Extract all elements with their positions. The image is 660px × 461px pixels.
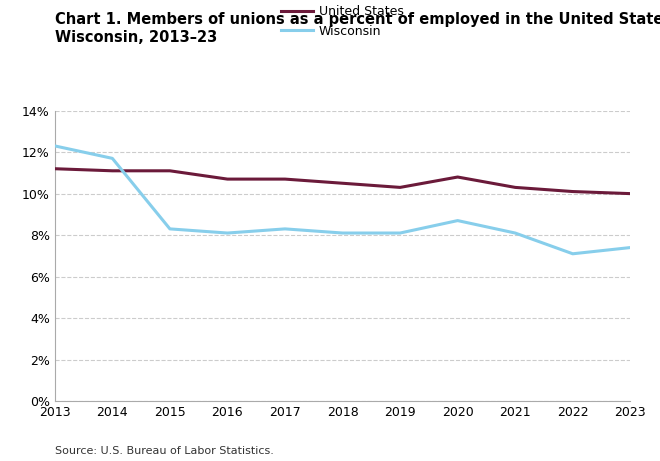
United States bbox=[166, 168, 174, 173]
Wisconsin bbox=[224, 230, 232, 236]
United States bbox=[569, 189, 577, 195]
Wisconsin bbox=[166, 226, 174, 231]
Wisconsin bbox=[453, 218, 461, 224]
Wisconsin bbox=[339, 230, 346, 236]
Wisconsin bbox=[51, 143, 59, 148]
Text: Source: U.S. Bureau of Labor Statistics.: Source: U.S. Bureau of Labor Statistics. bbox=[55, 446, 274, 456]
United States bbox=[453, 174, 461, 180]
Line: United States: United States bbox=[55, 169, 630, 194]
Wisconsin bbox=[569, 251, 577, 256]
United States bbox=[626, 191, 634, 196]
United States bbox=[512, 184, 519, 190]
Text: Chart 1. Members of unions as a percent of employed in the United States and
Wis: Chart 1. Members of unions as a percent … bbox=[55, 12, 660, 45]
Legend: United States, Wisconsin: United States, Wisconsin bbox=[277, 0, 409, 42]
United States bbox=[281, 176, 289, 182]
Wisconsin bbox=[108, 156, 116, 161]
Line: Wisconsin: Wisconsin bbox=[55, 146, 630, 254]
United States bbox=[51, 166, 59, 171]
United States bbox=[396, 184, 404, 190]
Wisconsin bbox=[512, 230, 519, 236]
United States bbox=[339, 180, 346, 186]
United States bbox=[224, 176, 232, 182]
Wisconsin bbox=[281, 226, 289, 231]
Wisconsin bbox=[626, 245, 634, 250]
Wisconsin bbox=[396, 230, 404, 236]
United States bbox=[108, 168, 116, 173]
